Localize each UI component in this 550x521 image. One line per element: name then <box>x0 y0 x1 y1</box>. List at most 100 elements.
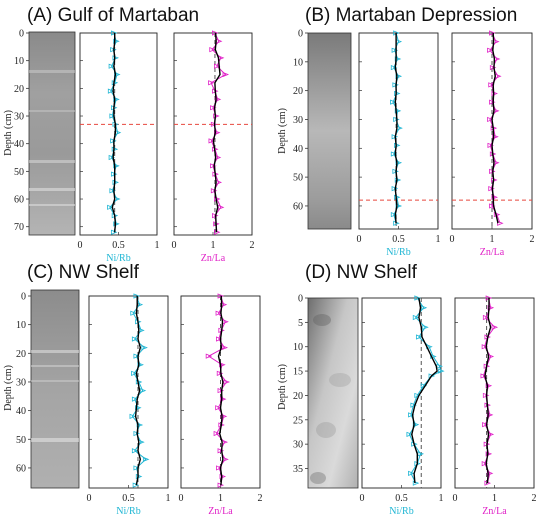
data-point <box>395 160 403 166</box>
data-point <box>110 229 118 235</box>
x-tick-label: 0.5 <box>122 493 135 504</box>
x-tick-label: 1 <box>490 234 495 245</box>
data-point <box>223 379 231 385</box>
x-tick-label: 0 <box>357 234 362 245</box>
depth-tick-label: 50 <box>293 173 303 184</box>
data-point <box>489 168 496 174</box>
depth-tick-label: 10 <box>14 56 24 67</box>
depth-tick-label: 0 <box>19 29 24 40</box>
data-point <box>482 314 490 321</box>
data-point <box>394 194 401 200</box>
data-point <box>219 396 227 402</box>
x-tick-label: 2 <box>532 493 537 504</box>
data-point <box>213 113 220 119</box>
depth-tick-label: 35 <box>293 464 303 475</box>
smoothed-series-line <box>134 296 142 486</box>
depth-tick-label: 70 <box>14 222 24 233</box>
data-point <box>420 383 428 389</box>
data-point <box>142 456 150 462</box>
track-frame <box>88 295 169 489</box>
data-point <box>485 383 493 389</box>
data-point <box>110 138 117 144</box>
data-point <box>210 105 217 111</box>
panel-d-ylabel: Depth (cm) <box>277 364 288 410</box>
panel-c-track-zn-la: 0 1 2 Zn/La <box>179 293 263 517</box>
smoothed-series-line <box>111 33 117 233</box>
x-tick-label: 2 <box>530 234 535 245</box>
data-point <box>489 99 496 105</box>
data-point <box>114 71 121 78</box>
data-point <box>210 188 218 194</box>
data-point <box>391 134 399 140</box>
x-tick-label: 2 <box>258 493 263 504</box>
data-point <box>220 413 228 419</box>
data-point <box>112 55 119 61</box>
data-point <box>390 64 398 71</box>
panel-a-ylabel: Depth (cm) <box>3 110 14 156</box>
panel-c-track-ni-rb: 0 0.5 1 Ni/Rb <box>87 293 171 517</box>
data-point <box>113 96 120 103</box>
depth-tick-label: 40 <box>293 144 303 155</box>
data-point <box>214 63 221 69</box>
track-frame <box>358 32 439 230</box>
panel-b-depth-axis: 0 10 20 30 40 50 60 <box>293 29 308 212</box>
data-point <box>487 116 494 123</box>
track-frame <box>361 297 442 489</box>
data-point <box>422 324 429 330</box>
data-point <box>141 344 148 351</box>
data-point <box>414 295 421 301</box>
data-point <box>210 163 217 169</box>
data-point <box>489 64 497 71</box>
data-point <box>410 402 417 408</box>
data-point <box>219 362 226 368</box>
x-tick-label: 0.5 <box>112 240 125 251</box>
depth-tick-label: 20 <box>14 84 24 95</box>
smoothed-series-line <box>411 297 438 484</box>
depth-tick-label: 5 <box>298 318 303 329</box>
data-point <box>408 470 415 476</box>
x-tick-label: 2 <box>250 240 255 251</box>
data-point <box>394 90 401 97</box>
data-point <box>217 448 225 454</box>
depth-tick-label: 15 <box>293 367 303 378</box>
data-point <box>210 121 218 127</box>
data-point <box>133 293 140 299</box>
data-point <box>113 38 120 44</box>
x-axis-label: Zn/La <box>480 247 505 258</box>
data-point <box>212 213 219 219</box>
depth-tick-label: 60 <box>14 195 24 206</box>
data-point <box>217 293 225 299</box>
panel-d-core-mottles <box>310 314 351 484</box>
x-axis-label: Ni/Rb <box>389 506 413 517</box>
x-tick-label: 0 <box>87 493 92 504</box>
data-point <box>214 96 222 103</box>
x-axis-label: Ni/Rb <box>116 506 140 517</box>
data-point <box>216 465 223 471</box>
raw-series-line <box>408 297 442 484</box>
data-point <box>394 56 402 62</box>
depth-tick-label: 60 <box>16 463 26 474</box>
data-point <box>217 387 225 394</box>
panel-b-track-zn-la: 0 1 2 Zn/La <box>450 30 535 258</box>
track-frame <box>173 32 253 236</box>
x-tick-label: 1 <box>436 234 441 245</box>
panel-a-track-ni-rb: 0 0.5 1 Ni/Rb <box>78 30 160 264</box>
data-point <box>212 30 219 36</box>
data-point <box>214 130 221 136</box>
x-tick-label: 0 <box>453 493 458 504</box>
data-point <box>133 353 140 359</box>
data-point <box>213 430 221 437</box>
data-point <box>390 99 397 105</box>
data-point <box>136 422 144 428</box>
data-point <box>481 461 489 467</box>
smoothed-series-line <box>212 32 221 233</box>
data-point <box>482 392 490 399</box>
data-point <box>216 336 223 342</box>
panel-c-core-photo <box>30 289 80 489</box>
panel-d-title: (D) NW Shelf <box>305 262 418 283</box>
depth-tick-label: 50 <box>16 435 26 446</box>
raw-series-line <box>210 32 227 233</box>
data-point <box>131 396 139 402</box>
